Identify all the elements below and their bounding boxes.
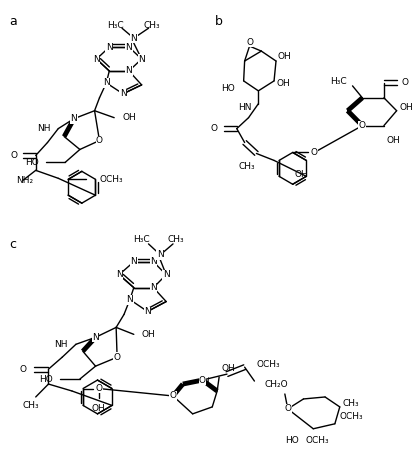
Text: OCH₃: OCH₃	[256, 360, 280, 369]
Text: H₃C: H₃C	[330, 77, 347, 86]
Text: O: O	[284, 404, 291, 414]
Text: N: N	[157, 250, 163, 259]
Text: N: N	[144, 307, 151, 316]
Text: c: c	[9, 238, 16, 251]
Text: OCH₃: OCH₃	[100, 175, 123, 184]
Text: OCH₃: OCH₃	[305, 436, 329, 445]
Text: HO: HO	[25, 158, 39, 167]
Text: CH₃: CH₃	[238, 162, 255, 171]
Text: O: O	[359, 121, 366, 130]
Text: N: N	[150, 283, 157, 292]
Text: OH: OH	[387, 136, 401, 144]
Text: CH₂O: CH₂O	[264, 380, 288, 388]
Text: CH₃: CH₃	[143, 21, 160, 30]
Text: N: N	[126, 43, 132, 52]
Text: O: O	[311, 148, 318, 157]
Text: N: N	[138, 54, 145, 64]
Text: OH: OH	[122, 113, 136, 122]
Text: O: O	[10, 151, 17, 160]
Text: N: N	[126, 66, 132, 75]
Text: H₃C: H₃C	[107, 21, 123, 30]
Text: OH: OH	[278, 52, 292, 61]
Text: OH: OH	[92, 404, 106, 414]
Text: O: O	[20, 365, 27, 374]
Text: O: O	[246, 37, 253, 47]
Text: N: N	[163, 270, 170, 279]
Text: N: N	[93, 54, 100, 64]
Text: b: b	[215, 15, 223, 28]
Text: N: N	[116, 270, 123, 279]
Text: N: N	[103, 79, 110, 87]
Text: CH₃: CH₃	[343, 399, 359, 409]
Text: CH₃: CH₃	[23, 401, 39, 410]
Text: N: N	[150, 257, 157, 266]
Text: O: O	[199, 376, 206, 385]
Text: CH₃: CH₃	[168, 235, 184, 244]
Text: O: O	[402, 79, 409, 87]
Text: a: a	[9, 15, 17, 28]
Text: N: N	[126, 295, 133, 304]
Text: O: O	[210, 124, 217, 133]
Text: OH: OH	[142, 330, 156, 339]
Text: OH: OH	[276, 80, 290, 88]
Text: OH: OH	[399, 103, 413, 112]
Text: N: N	[70, 114, 77, 123]
Text: N: N	[131, 34, 137, 43]
Text: N: N	[106, 43, 113, 52]
Text: H₃C: H₃C	[133, 235, 150, 244]
Text: N: N	[92, 333, 99, 342]
Text: NH₂: NH₂	[16, 176, 33, 185]
Text: HO: HO	[221, 85, 235, 93]
Text: HO: HO	[285, 436, 299, 445]
Text: ·i: ·i	[206, 377, 210, 386]
Text: HN: HN	[238, 103, 251, 112]
Text: N: N	[131, 257, 137, 266]
Text: O: O	[95, 384, 102, 393]
Text: NH: NH	[37, 124, 50, 133]
Text: HO: HO	[39, 375, 53, 383]
Text: O: O	[170, 392, 176, 400]
Text: NH: NH	[55, 340, 68, 349]
Text: N: N	[120, 89, 126, 98]
Text: OH: OH	[221, 364, 235, 373]
Text: O: O	[113, 353, 121, 361]
Text: O: O	[96, 136, 103, 145]
Text: OH: OH	[295, 170, 309, 179]
Text: OCH₃: OCH₃	[340, 412, 363, 421]
